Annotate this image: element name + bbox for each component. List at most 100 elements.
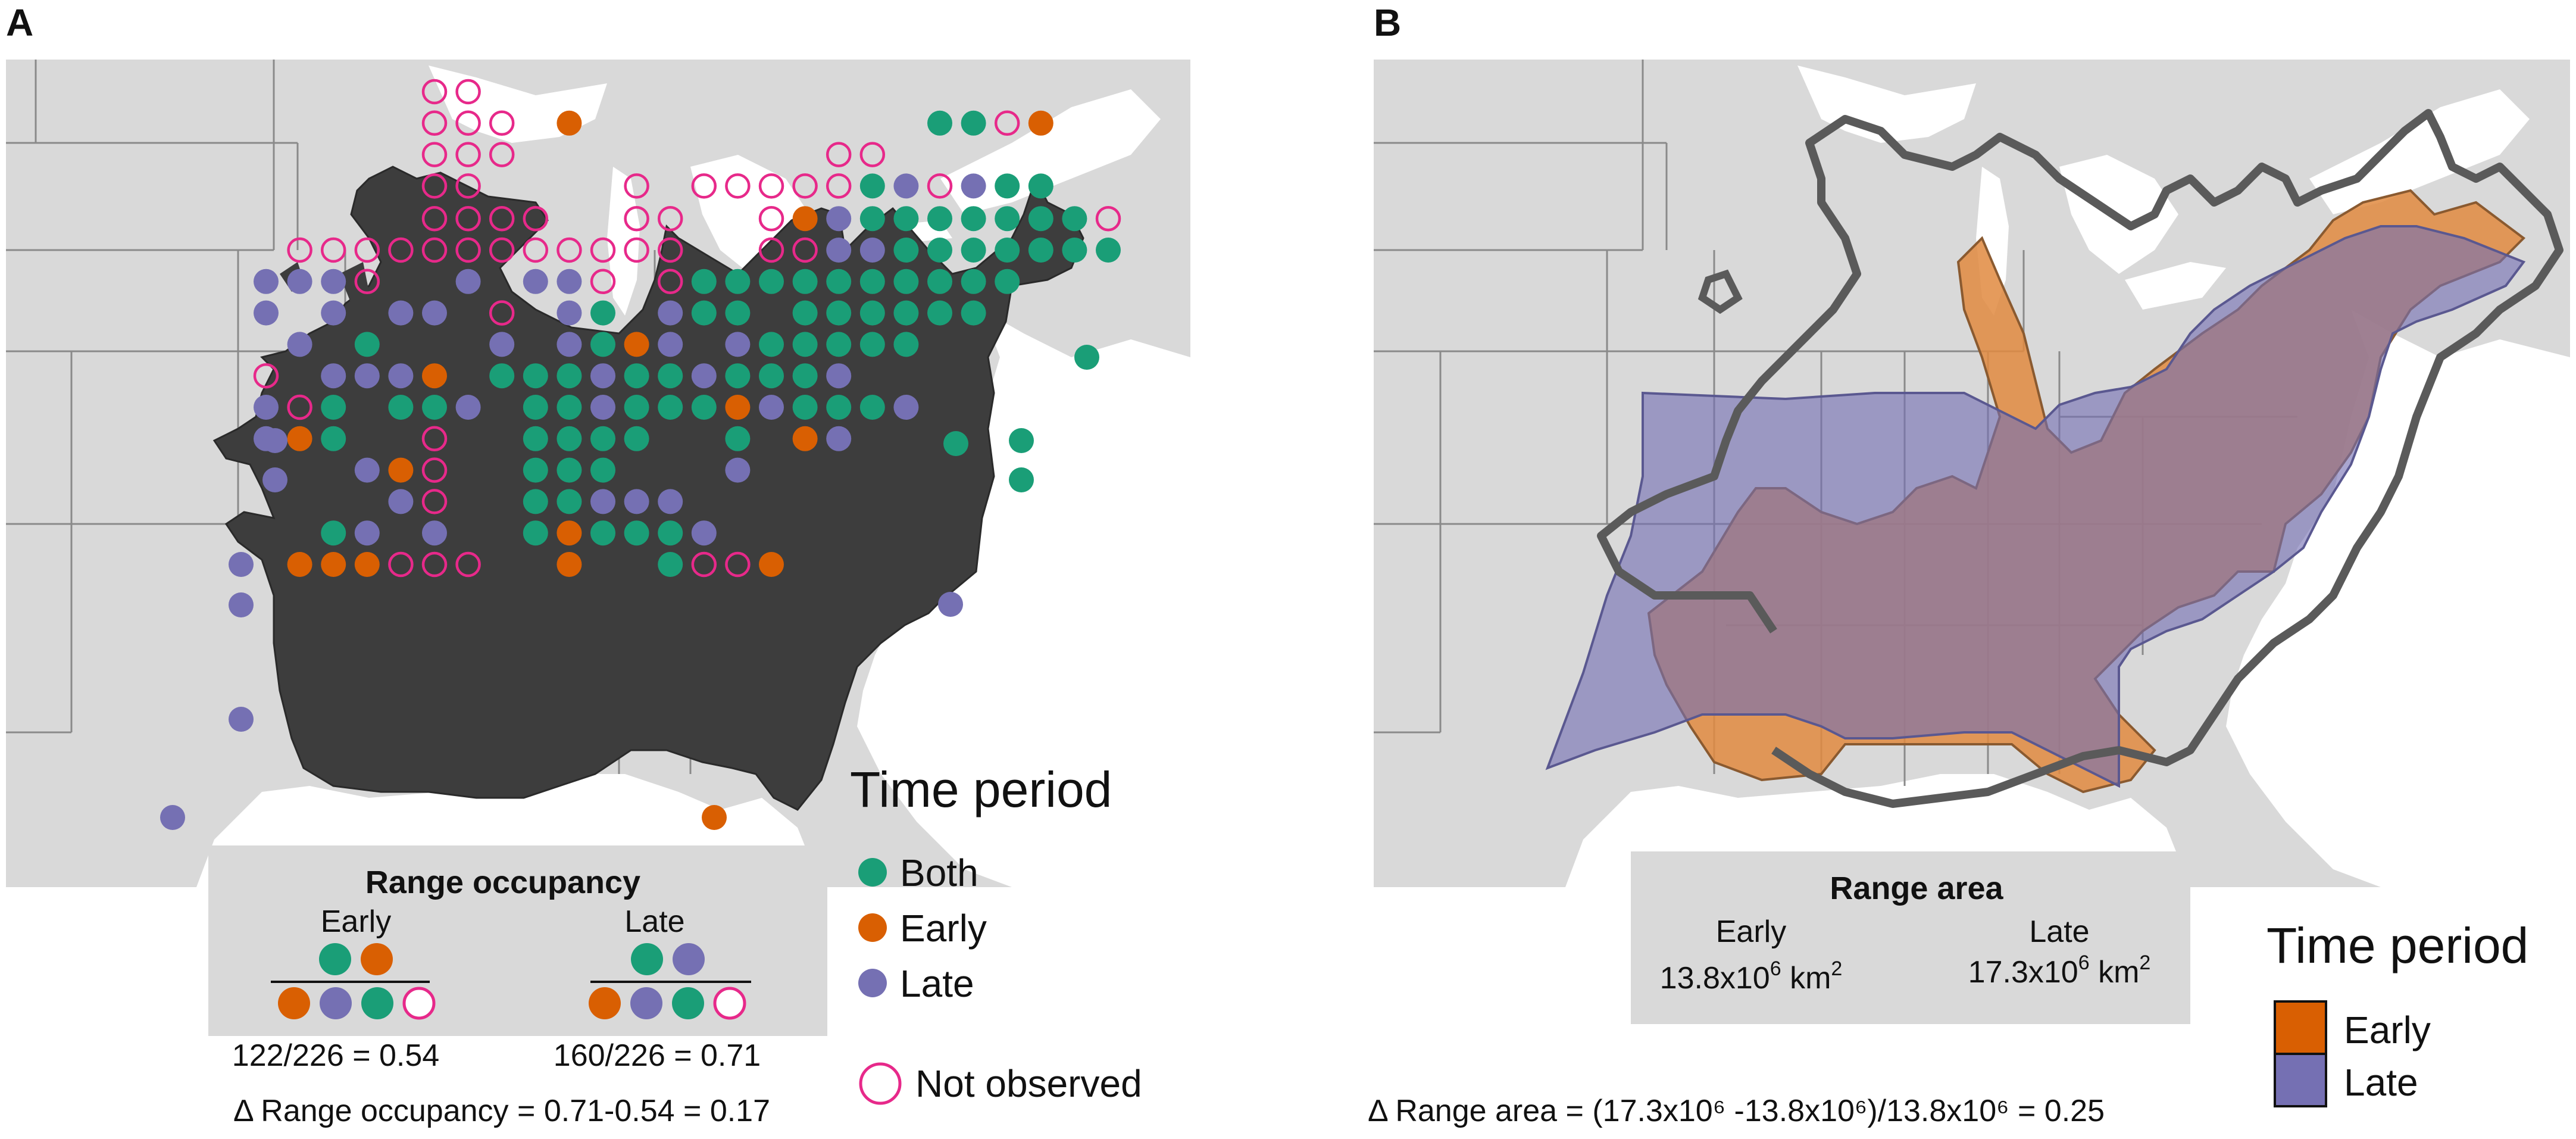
- occupancy-dot-not-observed: [489, 110, 515, 136]
- occupancy-dot-both: [826, 332, 852, 357]
- occupancy-dot-not-observed: [826, 173, 852, 199]
- occupancy-dot-both: [590, 426, 615, 451]
- occupancy-dot-late: [262, 428, 287, 453]
- occupancy-dot-both: [859, 269, 885, 294]
- occupancy-dot-early: [725, 395, 751, 420]
- occupancy-dot-not-observed: [927, 173, 953, 199]
- range-outline-fragment: [1697, 269, 1743, 314]
- occupancy-dot-not-observed: [758, 173, 784, 199]
- occupancy-dot-both: [321, 426, 346, 451]
- occupancy-dot-both: [388, 395, 414, 420]
- occupancy-dot-late: [354, 457, 380, 483]
- occupancy-dot-not-observed: [624, 173, 649, 199]
- occupancy-dot-both: [961, 269, 986, 294]
- occupancy-dot-late: [557, 300, 582, 326]
- occupancy-dot-both: [927, 110, 952, 136]
- occupancy-dot-both: [557, 363, 582, 389]
- occupancy-dot-not-observed: [489, 237, 515, 263]
- occupancy-dot-not-observed: [489, 300, 515, 326]
- occupancy-dot-both: [557, 489, 582, 514]
- occupancy-dot-both: [759, 332, 784, 357]
- occupancy-dot-not-observed: [253, 363, 279, 389]
- occupancy-dot-both: [489, 363, 515, 389]
- range-late-polygon: [1545, 225, 2526, 788]
- frac-early-den-both: [361, 987, 393, 1019]
- occupancy-dot-late: [354, 520, 380, 546]
- occupancy-dot-both: [961, 300, 986, 326]
- occupancy-dot-not-observed: [287, 394, 312, 420]
- occupancy-dot-both: [658, 552, 683, 577]
- occupancy-dot-both: [826, 269, 852, 294]
- legend-a-label-both: Both: [900, 851, 978, 894]
- occupancy-dot-late: [388, 363, 414, 389]
- legend-a-title: Time period: [850, 762, 1112, 817]
- occupancy-dot-both: [1009, 428, 1034, 453]
- occupancy-dot-both: [961, 238, 986, 263]
- occupancy-dot-late: [557, 332, 582, 357]
- occupancy-dot-both: [624, 363, 649, 389]
- occupancy-dot-both: [725, 426, 751, 451]
- occupancy-dot-late: [826, 206, 852, 232]
- legend-a: Time period Both Early Late Not observed: [850, 762, 1142, 1105]
- occupancy-dot-both: [691, 395, 717, 420]
- occupancy-dot-not-observed: [792, 237, 818, 263]
- occupancy-dot-both: [893, 206, 919, 232]
- range-area-box: Range area Early Late 13.8x106 km2 17.3x…: [1631, 851, 2190, 1024]
- occupancy-dot-both: [927, 300, 952, 326]
- occupancy-dot-not-observed: [859, 142, 886, 167]
- occupancy-dot-both: [1009, 467, 1034, 492]
- occupancy-dot-late: [523, 269, 548, 294]
- occupancy-dot-not-observed: [590, 269, 616, 295]
- occupancy-dot-late: [691, 363, 717, 389]
- occupancy-dot-late: [691, 520, 717, 546]
- occupancy-early-label: Early: [321, 904, 391, 939]
- occupancy-dot-both: [859, 173, 885, 199]
- area-late-label: Late: [2029, 915, 2089, 949]
- occupancy-dot-late: [422, 520, 447, 546]
- occupancy-dot-both: [859, 206, 885, 232]
- occupancy-dot-late: [254, 300, 279, 326]
- occupancy-dot-late: [254, 269, 279, 294]
- occupancy-dot-not-observed: [455, 173, 481, 199]
- occupancy-dot-late: [160, 805, 185, 830]
- occupancy-dot-both: [691, 300, 717, 326]
- occupancy-dot-not-observed: [657, 269, 683, 295]
- area-early-value: 13.8x106 km2: [1660, 957, 1843, 996]
- occupancy-dot-both: [321, 520, 346, 546]
- occupancy-dot-not-observed: [792, 173, 818, 199]
- occupancy-dot-both: [759, 269, 784, 294]
- map-a-atlantic: [857, 310, 1190, 887]
- legend-a-swatch-early: [858, 913, 887, 942]
- occupancy-dot-late: [658, 332, 683, 357]
- occupancy-dot-both: [725, 269, 751, 294]
- occupancy-dot-late: [658, 300, 683, 326]
- occupancy-dot-not-observed: [725, 173, 751, 199]
- panel-b-map: [1374, 60, 2570, 887]
- occupancy-dot-late: [725, 332, 751, 357]
- frac-early-num-early: [361, 943, 393, 975]
- occupancy-dot-both: [995, 206, 1020, 232]
- occupancy-dot-both: [624, 395, 649, 420]
- legend-a-swatch-both: [858, 858, 887, 887]
- occupancy-dot-early: [792, 206, 818, 232]
- occupancy-dot-late: [826, 426, 852, 451]
- occupancy-dot-late: [624, 489, 649, 514]
- occupancy-dot-both: [624, 426, 649, 451]
- map-a-lake-michigan: [607, 167, 640, 316]
- occupancy-dot-not-observed: [455, 237, 481, 263]
- occupancy-dot-both: [590, 520, 615, 546]
- occupancy-dot-both: [725, 363, 751, 389]
- legend-b-label-late: Late: [2344, 1061, 2418, 1104]
- occupancy-dot-both: [725, 300, 751, 326]
- occupancy-dot-late: [388, 489, 414, 514]
- occupancy-dot-both: [658, 395, 683, 420]
- occupancy-dot-early: [287, 552, 312, 577]
- occupancy-dot-both: [995, 173, 1020, 199]
- occupancy-dot-both: [927, 206, 952, 232]
- occupancy-dot-both: [523, 395, 548, 420]
- frac-early-den-early: [278, 987, 310, 1019]
- occupancy-dot-both: [759, 363, 784, 389]
- legend-a-swatch-late: [858, 969, 887, 997]
- occupancy-dot-both: [893, 332, 919, 357]
- occupancy-dot-not-observed: [691, 173, 717, 199]
